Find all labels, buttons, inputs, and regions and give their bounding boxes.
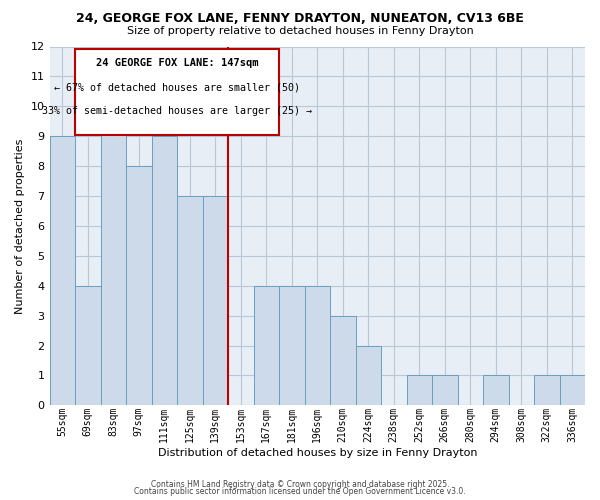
Text: 33% of semi-detached houses are larger (25) →: 33% of semi-detached houses are larger (…: [42, 106, 312, 117]
Bar: [203, 196, 228, 406]
Bar: [254, 286, 279, 406]
Bar: [177, 196, 203, 406]
Bar: [152, 136, 177, 406]
Text: Size of property relative to detached houses in Fenny Drayton: Size of property relative to detached ho…: [127, 26, 473, 36]
Text: 24, GEORGE FOX LANE, FENNY DRAYTON, NUNEATON, CV13 6BE: 24, GEORGE FOX LANE, FENNY DRAYTON, NUNE…: [76, 12, 524, 26]
Bar: [432, 376, 458, 406]
Bar: [305, 286, 330, 406]
Text: Contains HM Land Registry data © Crown copyright and database right 2025.: Contains HM Land Registry data © Crown c…: [151, 480, 449, 489]
Bar: [483, 376, 509, 406]
X-axis label: Distribution of detached houses by size in Fenny Drayton: Distribution of detached houses by size …: [158, 448, 477, 458]
Bar: [534, 376, 560, 406]
Bar: [126, 166, 152, 406]
Text: Contains public sector information licensed under the Open Government Licence v3: Contains public sector information licen…: [134, 488, 466, 496]
Bar: [101, 106, 126, 406]
Bar: [356, 346, 381, 406]
Bar: [75, 286, 101, 406]
FancyBboxPatch shape: [75, 50, 279, 134]
Bar: [560, 376, 585, 406]
Bar: [407, 376, 432, 406]
Bar: [279, 286, 305, 406]
Bar: [330, 316, 356, 406]
Bar: [50, 136, 75, 406]
Text: 24 GEORGE FOX LANE: 147sqm: 24 GEORGE FOX LANE: 147sqm: [96, 58, 258, 68]
Y-axis label: Number of detached properties: Number of detached properties: [15, 138, 25, 314]
Text: ← 67% of detached houses are smaller (50): ← 67% of detached houses are smaller (50…: [54, 82, 300, 92]
